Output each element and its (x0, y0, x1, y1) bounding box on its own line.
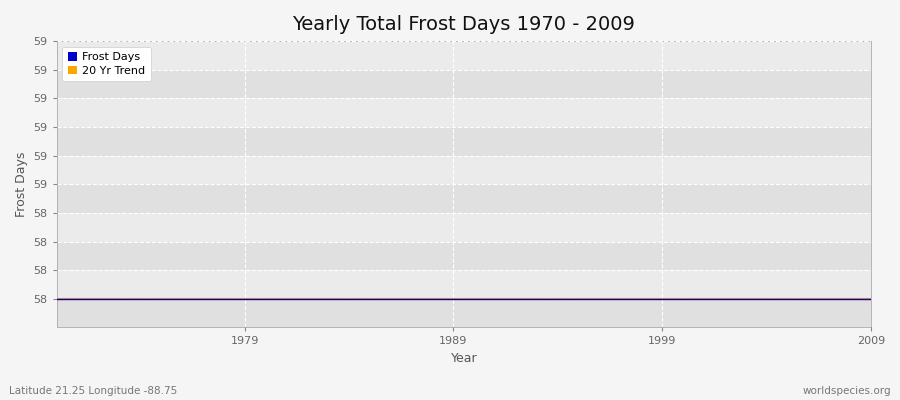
Y-axis label: Frost Days: Frost Days (15, 152, 28, 217)
X-axis label: Year: Year (451, 352, 477, 365)
Bar (57, 127, 871, 156)
Bar (57, 242, 871, 270)
Bar (57, 184, 871, 213)
Bar (57, 270, 871, 299)
Text: worldspecies.org: worldspecies.org (803, 386, 891, 396)
Bar (57, 299, 871, 328)
Bar (57, 213, 871, 242)
Bar (57, 98, 871, 127)
Bar (57, 156, 871, 184)
Title: Yearly Total Frost Days 1970 - 2009: Yearly Total Frost Days 1970 - 2009 (292, 15, 635, 34)
Legend: Frost Days, 20 Yr Trend: Frost Days, 20 Yr Trend (62, 47, 151, 81)
Bar (57, 41, 871, 70)
Bar (57, 70, 871, 98)
Text: Latitude 21.25 Longitude -88.75: Latitude 21.25 Longitude -88.75 (9, 386, 177, 396)
